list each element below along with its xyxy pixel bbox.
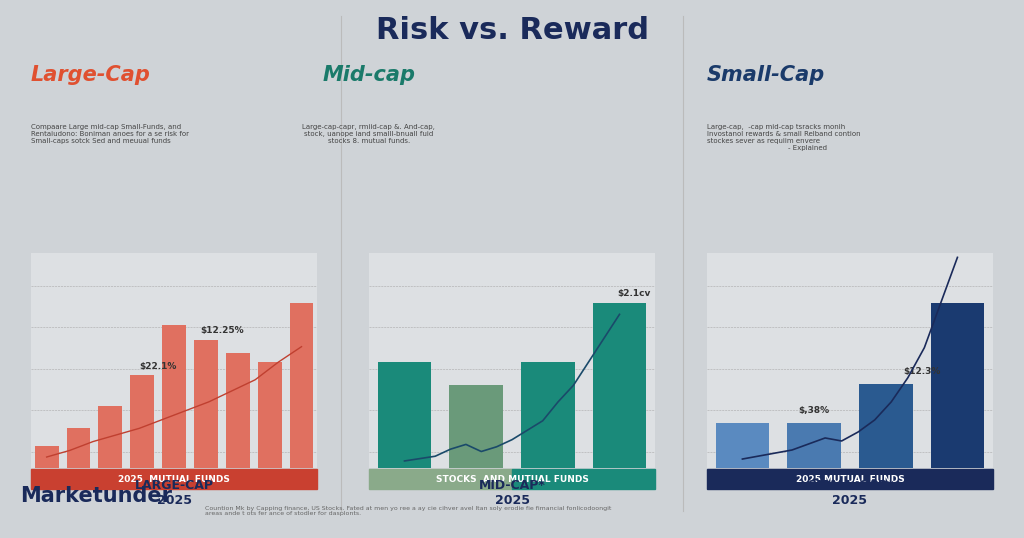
Bar (130, 376, 155, 468)
Text: STOCKS  AND MUTUAL FUNDS: STOCKS AND MUTUAL FUNDS (435, 476, 589, 485)
Bar (450, 385, 503, 468)
Text: $2.1cv: $2.1cv (617, 289, 650, 298)
Text: Mid-cap: Mid-cap (323, 65, 415, 84)
Bar (716, 423, 769, 468)
Bar (521, 362, 574, 468)
Text: Large-Cap: Large-Cap (31, 65, 151, 84)
Text: 2025 MUTUAL FUNDS: 2025 MUTUAL FUNDS (796, 476, 904, 485)
Text: LARGE-CAP
2025: LARGE-CAP 2025 (134, 479, 214, 507)
Bar (378, 362, 431, 468)
Bar (194, 340, 218, 468)
Bar (290, 302, 313, 468)
Text: SMALL-CAP*
2025: SMALL-CAP* 2025 (807, 479, 893, 507)
Text: $12.3%: $12.3% (903, 367, 940, 376)
Text: Countion Mk by Capping finance, US Stocks. Fated at men yo ree a ay cie cihver a: Countion Mk by Capping finance, US Stock… (205, 506, 611, 516)
Text: Large-cap,  -cap mid-cap tsracks monih
Invostanol rewards & small Relband contio: Large-cap, -cap mid-cap tsracks monih In… (707, 124, 860, 151)
Text: $12.25%: $12.25% (200, 327, 244, 335)
Text: Compaare Large mid-cap Small-Funds, and
Rentaiudono: Boniman anoes for a se risk: Compaare Large mid-cap Small-Funds, and … (31, 124, 188, 144)
Bar (258, 362, 282, 468)
Bar (35, 446, 58, 468)
Bar (931, 302, 984, 468)
Text: MID-CAP*
2025: MID-CAP* 2025 (478, 479, 546, 507)
Text: Marketunder: Marketunder (20, 486, 172, 506)
Text: Small-Cap: Small-Cap (707, 65, 824, 84)
Text: $22.1%: $22.1% (139, 362, 177, 371)
Bar (226, 353, 250, 468)
Bar (512, 469, 655, 489)
Bar (162, 324, 186, 468)
Bar (707, 469, 993, 489)
Bar (31, 469, 317, 489)
Bar (859, 384, 912, 468)
Bar (369, 469, 512, 489)
Text: Risk vs. Reward: Risk vs. Reward (376, 16, 648, 45)
Bar (593, 302, 646, 468)
Bar (787, 423, 841, 468)
Bar (67, 428, 90, 468)
Bar (98, 406, 122, 468)
Text: $,38%: $,38% (799, 406, 829, 415)
Text: 2025  MUTUAL FUNDS: 2025 MUTUAL FUNDS (118, 476, 230, 485)
Text: Large-cap-capr, rmiid-cap &. And-cap,
stock, uanope iand smalll-bnuall fuid
stoc: Large-cap-capr, rmiid-cap &. And-cap, st… (302, 124, 435, 144)
